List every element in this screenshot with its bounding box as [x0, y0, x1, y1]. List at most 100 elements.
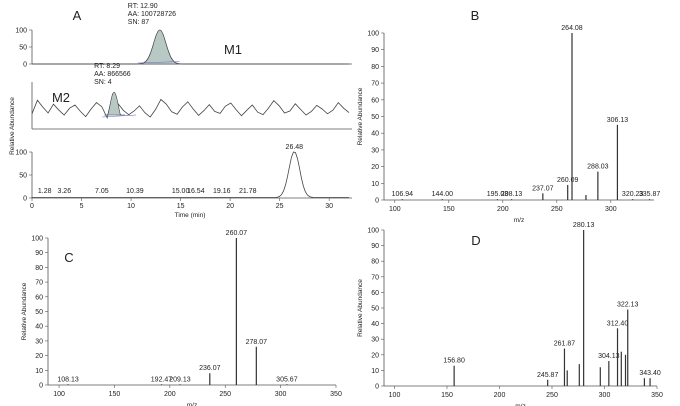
- y-tick-label-c: 0: [39, 383, 43, 390]
- peak-label-total: 3.26: [57, 188, 71, 195]
- y-tick-label-c: 90: [35, 250, 43, 257]
- y-tick-label-c: 30: [35, 338, 43, 345]
- y-tick-label-d: 30: [371, 337, 379, 344]
- panel-letter-b: B: [471, 8, 480, 23]
- y-axis-title-m2: Relative Abundance: [9, 97, 16, 155]
- y-tick-label-b: 40: [371, 131, 379, 138]
- peak-label-b: 208.13: [501, 191, 523, 198]
- peak-label-b: 144.00: [432, 191, 454, 198]
- y-tick-label-b: 90: [371, 47, 379, 54]
- y-tick-label-b: 0: [375, 198, 379, 205]
- x-tick-label-d: 300: [599, 392, 611, 399]
- x-tick-label-d: 150: [441, 392, 453, 399]
- y-tick-label-d: 0: [375, 384, 379, 391]
- peak-label-total: 1.28: [38, 188, 52, 195]
- y-tick-label-d: 40: [371, 321, 379, 328]
- peak-label-d: 312.40: [607, 320, 629, 327]
- peak-annotation-m1: SN: 87: [128, 19, 150, 26]
- peak-label-c: 260.07: [226, 230, 248, 237]
- peak-label-total: 16.54: [187, 188, 205, 195]
- peak-label-d: 245.87: [537, 372, 559, 379]
- x-tick-label-c: 200: [164, 391, 176, 398]
- x-tick-label-d: 100: [389, 392, 401, 399]
- peak-label-d: 343.40: [639, 370, 661, 377]
- peak-label-d: 261.87: [554, 341, 576, 348]
- y-tick-label-d: 80: [371, 259, 379, 266]
- peak-label-total: 21.78: [239, 188, 257, 195]
- x-tick-label-d: 250: [546, 392, 558, 399]
- y-tick-label-c: 70: [35, 280, 43, 287]
- x-axis-title-d: m/z: [515, 403, 525, 406]
- y-tick-label-c: 100: [31, 236, 43, 243]
- x-tick-label-a: 15: [177, 203, 185, 210]
- y-tick-label-total: 0: [23, 196, 27, 203]
- peak-annotation-m2: RT: 8.29: [94, 63, 120, 70]
- peak-annotation-m1: RT: 12.90: [128, 3, 158, 10]
- y-axis-title-d: Relative Abundance: [357, 279, 364, 337]
- peak-label-total: 7.05: [95, 188, 109, 195]
- y-tick-label-total: 50: [19, 173, 27, 180]
- peak-label-c: 278.07: [246, 339, 268, 346]
- integration-baseline-m1: [137, 61, 180, 64]
- peak-annotation-m2: SN: 4: [94, 79, 112, 86]
- x-axis-title-b: m/z: [514, 217, 524, 224]
- y-tick-label-c: 50: [35, 309, 43, 316]
- peak-label-b: 320.23: [622, 191, 644, 198]
- peak-label-d: 304.13: [598, 353, 620, 360]
- y-tick-label-d: 60: [371, 290, 379, 297]
- peak-label-total: 26.48: [286, 144, 304, 151]
- x-tick-label-d: 350: [651, 392, 663, 399]
- y-tick-label-b: 50: [371, 114, 379, 121]
- panel-letter-a: A: [73, 8, 82, 23]
- peak-label-b: 306.13: [607, 117, 629, 124]
- y-tick-label-b: 30: [371, 147, 379, 154]
- y-tick-label-total: 100: [15, 150, 27, 157]
- peak-annotation-m2: AA: 866566: [94, 71, 131, 78]
- x-tick-label-a: 10: [127, 203, 135, 210]
- y-tick-label-d: 100: [367, 228, 379, 235]
- y-tick-label-b: 10: [371, 181, 379, 188]
- y-tick-label-d: 20: [371, 352, 379, 359]
- peak-label-b: 195.03: [487, 191, 509, 198]
- x-tick-label-a: 0: [30, 203, 34, 210]
- y-tick-label-b: 80: [371, 64, 379, 71]
- x-axis-title-a: Time (min): [175, 212, 206, 219]
- y-tick-label-c: 40: [35, 324, 43, 331]
- y-tick-label-b: 60: [371, 97, 379, 104]
- y-tick-label-d: 50: [371, 306, 379, 313]
- x-tick-label-a: 30: [325, 203, 333, 210]
- peak-label-c: 192.47: [151, 376, 173, 383]
- peak-label-c: 209.13: [169, 376, 191, 383]
- peak-area-m2: [104, 91, 126, 116]
- peak-label-total: 10.39: [126, 188, 144, 195]
- y-tick-label-c: 20: [35, 353, 43, 360]
- peak-label-b: 288.03: [587, 164, 609, 171]
- y-tick-label-c: 10: [35, 368, 43, 375]
- peak-label-c: 236.07: [199, 365, 221, 372]
- x-tick-label-b: 150: [443, 206, 455, 213]
- peak-label-total: 15.00: [172, 188, 190, 195]
- peak-label-d: 322.13: [617, 302, 639, 309]
- trace-m2: [31, 93, 350, 119]
- x-tick-label-a: 25: [276, 203, 284, 210]
- panel-letter-c: C: [64, 250, 73, 265]
- x-tick-label-b: 200: [497, 206, 509, 213]
- y-tick-label-b: 100: [367, 31, 379, 38]
- peak-label-c: 108.13: [57, 376, 79, 383]
- x-tick-label-a: 5: [80, 203, 84, 210]
- y-tick-label-b: 20: [371, 164, 379, 171]
- x-tick-label-b: 100: [389, 206, 401, 213]
- y-axis-title-b: Relative Abundance: [357, 87, 364, 145]
- peak-label-total: 19.16: [213, 188, 231, 195]
- x-tick-label-c: 250: [219, 391, 231, 398]
- y-tick-label-c: 60: [35, 294, 43, 301]
- x-tick-label-d: 200: [494, 392, 506, 399]
- trace-name-m1: M1: [224, 42, 242, 57]
- trace-total: [31, 151, 349, 198]
- peak-label-b: 335.87: [639, 191, 661, 198]
- y-tick-label-d: 10: [371, 368, 379, 375]
- x-axis-title-c: m/z: [187, 402, 197, 406]
- integration-baseline-m2: [102, 114, 137, 118]
- panel-d: D 0 10 20 30 40 50 60 70 80 90 100 100 150 200 250 300 35…: [357, 222, 663, 406]
